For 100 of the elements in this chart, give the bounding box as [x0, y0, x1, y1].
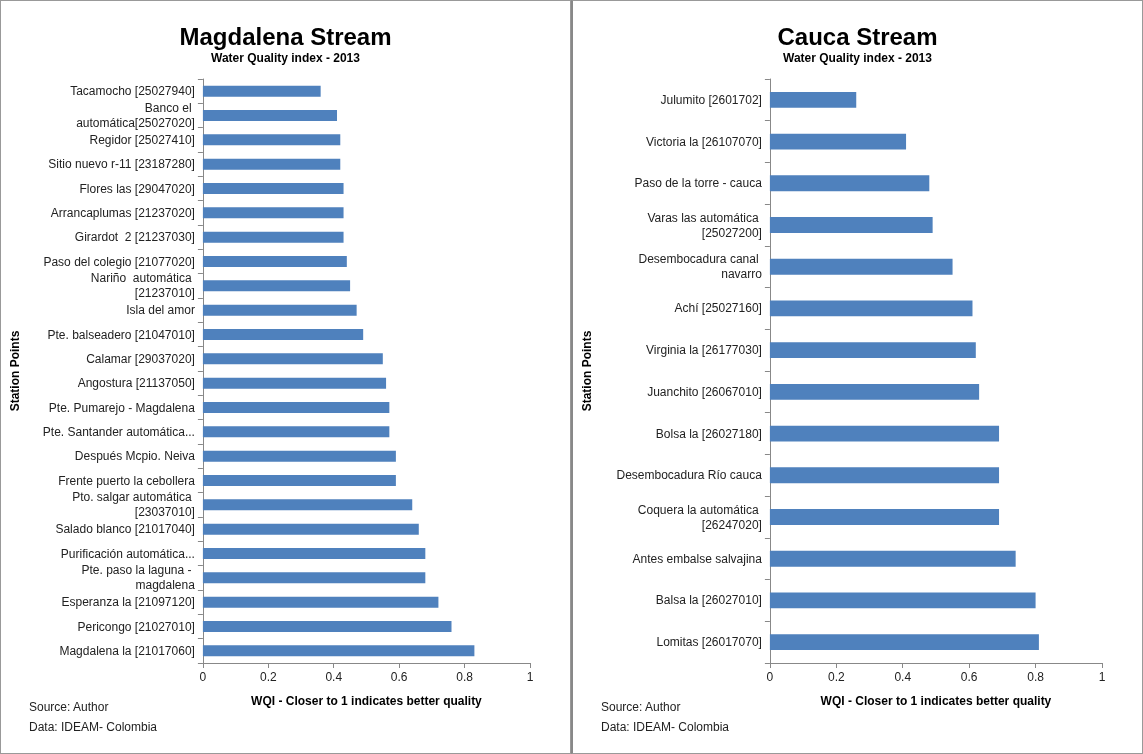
y-tick-label: Bolsa la [26027180] [655, 426, 762, 441]
bar [202, 256, 347, 267]
y-tick-label: Balsa la [26027010] [655, 593, 762, 608]
bar [202, 499, 413, 511]
y-tick-label: Banco el automática[25027020] [76, 101, 195, 130]
x-axis-title: WQI - Closer to 1 indicates better quality [251, 694, 483, 708]
bar [202, 304, 357, 316]
x-tick-label: 0 [766, 670, 774, 684]
text: Data: IDEAM- Colombia [601, 720, 730, 734]
bar [769, 300, 973, 317]
y-tick-label: Antes embalse salvajina [632, 551, 763, 566]
x-tick-label: 0.8 [1027, 670, 1045, 684]
x-tick-label: 0 [199, 670, 207, 684]
y-tick-label: Sitio nuevo r-11 [23187280] [48, 157, 195, 172]
bar [202, 572, 426, 584]
y-tick-label: Flores las [29047020] [79, 181, 195, 196]
chart-subtitle: Water Quality index - 2013 [211, 51, 361, 65]
bar [202, 183, 344, 194]
bar [769, 634, 1039, 651]
x-axis-title: WQI - Closer to 1 indicates better quality [820, 694, 1052, 708]
bar [769, 91, 857, 108]
y-tick-label: Pte. Santander automática... [42, 424, 195, 439]
bar [202, 377, 387, 389]
bar [769, 383, 980, 400]
bar [202, 621, 452, 632]
chart-title: Magdalena Stream [179, 22, 392, 50]
bar [769, 592, 1036, 609]
bar [202, 475, 396, 486]
bar [202, 110, 338, 121]
bar [202, 134, 341, 146]
y-tick-label: Angostura [21137050] [77, 376, 195, 391]
bar [769, 133, 907, 150]
x-tick-label: 0.6 [960, 670, 978, 684]
y-tick-label: Tacamocho [25027940] [70, 84, 195, 99]
bar [202, 645, 475, 657]
bar [769, 467, 1000, 484]
y-tick-label: Virginia la [26177030] [646, 343, 762, 358]
bar [202, 207, 344, 219]
y-tick-label: Desembocadura canal navarro [638, 252, 763, 282]
bar [769, 258, 953, 275]
y-tick-label: Después Mcpio. Neiva [74, 449, 196, 464]
y-tick-label: Julumito [2601702] [660, 92, 762, 107]
x-tick-label: 1 [526, 670, 534, 684]
y-tick-label: Regidor [25027410] [89, 132, 195, 147]
bar [202, 280, 351, 292]
chart-title: Cauca Stream [777, 22, 938, 50]
bar [202, 231, 344, 243]
x-tick-label: 0.6 [390, 670, 408, 684]
y-tick-label: Frente puerto la cebollera [58, 473, 196, 488]
y-tick-label: Girardot 2 [21237030] [74, 230, 195, 245]
bar [202, 450, 396, 462]
y-tick-label: Paso del colegio [21077020] [43, 254, 195, 269]
y-tick-label: Esperanza la [21097120] [61, 595, 195, 610]
bar [202, 596, 439, 608]
bar [769, 509, 1000, 525]
y-axis-title: Station Points [8, 330, 22, 412]
bar [202, 402, 390, 413]
x-tick-label: 0.4 [894, 670, 912, 684]
bar [202, 353, 383, 365]
bar [202, 158, 341, 170]
chart-subtitle: Water Quality index - 2013 [783, 51, 933, 65]
y-tick-label: Varas las automática [25027200] [647, 210, 762, 240]
x-tick-label: 1 [1098, 670, 1106, 684]
bar [202, 85, 321, 97]
y-tick-label: Calamar [29037020] [86, 351, 195, 366]
y-tick-label: Lomitas [26017070] [656, 635, 762, 650]
bar [202, 426, 390, 438]
text: Data: IDEAM- Colombia [29, 720, 158, 734]
bar [202, 329, 364, 340]
bar [769, 550, 1016, 567]
y-tick-label: Victoria la [26107070] [646, 134, 762, 149]
y-tick-label: Juanchito [26067010] [647, 384, 762, 399]
x-tick-label: 0.4 [325, 670, 343, 684]
source-note: Source: Author [29, 700, 109, 714]
y-tick-label: Arrancaplumas [21237020] [50, 205, 195, 220]
y-tick-label: Achí [25027160] [674, 301, 762, 316]
bar [202, 523, 419, 535]
x-tick-label: 0.2 [259, 670, 277, 684]
x-tick-label: 0.2 [827, 670, 845, 684]
x-tick-label: 0.8 [456, 670, 474, 684]
y-tick-label: Pte. paso la laguna - magdalena [81, 563, 196, 593]
y-tick-label: Nariño automática [21237010] [90, 271, 195, 301]
y-tick-label: Salado blanco [21017040] [55, 522, 195, 537]
y-tick-label: Magdalena la [21017060] [59, 643, 195, 658]
bar [769, 175, 930, 192]
y-tick-label: Pte. balseadero [21047010] [47, 327, 195, 342]
y-tick-label: Purificación automática... [60, 546, 195, 561]
y-tick-label: Pte. Pumarejo - Magdalena [48, 400, 196, 415]
bar [769, 217, 933, 233]
source-note: Source: Author [601, 700, 681, 714]
y-tick-label: Paso de la torre - cauca [634, 176, 763, 191]
y-tick-label: Isla del amor [126, 303, 195, 318]
bar [769, 342, 976, 359]
bar [202, 548, 426, 559]
y-tick-label: Desembocadura Río cauca [616, 468, 763, 483]
y-axis-title: Station Points [580, 330, 594, 412]
y-tick-label: Pericongo [21027010] [77, 619, 195, 634]
y-tick-label: Coquera la automática [26247020] [637, 502, 762, 532]
y-tick-label: Pto. salgar automática [23037010] [72, 490, 195, 520]
bar [769, 425, 1000, 442]
